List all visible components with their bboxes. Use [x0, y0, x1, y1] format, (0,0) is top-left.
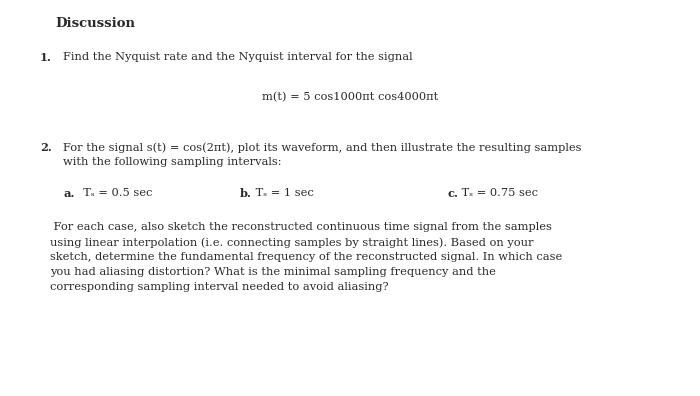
Text: 2.: 2.: [40, 142, 52, 153]
Text: Discussion: Discussion: [55, 17, 135, 30]
Text: corresponding sampling interval needed to avoid aliasing?: corresponding sampling interval needed t…: [50, 282, 388, 292]
Text: For each case, also sketch the reconstructed continuous time signal from the sam: For each case, also sketch the reconstru…: [50, 222, 552, 232]
Text: Tₛ = 0.5 sec: Tₛ = 0.5 sec: [76, 188, 153, 198]
Text: For the signal s(t) = cos(2πt), plot its waveform, and then illustrate the resul: For the signal s(t) = cos(2πt), plot its…: [63, 142, 582, 152]
Text: you had aliasing distortion? What is the minimal sampling frequency and the: you had aliasing distortion? What is the…: [50, 267, 496, 277]
Text: Tₛ = 1 sec: Tₛ = 1 sec: [252, 188, 314, 198]
Text: with the following sampling intervals:: with the following sampling intervals:: [63, 157, 281, 167]
Text: 1.: 1.: [40, 52, 52, 63]
Text: sketch, determine the fundamental frequency of the reconstructed signal. In whic: sketch, determine the fundamental freque…: [50, 252, 562, 262]
Text: a.: a.: [63, 188, 74, 199]
Text: b.: b.: [240, 188, 252, 199]
Text: c.: c.: [447, 188, 458, 199]
Text: Tₛ = 0.75 sec: Tₛ = 0.75 sec: [458, 188, 538, 198]
Text: Find the Nyquist rate and the Nyquist interval for the signal: Find the Nyquist rate and the Nyquist in…: [63, 52, 412, 62]
Text: m(t) = 5 cos1000πt cos4000πt: m(t) = 5 cos1000πt cos4000πt: [262, 92, 438, 102]
Text: using linear interpolation (i.e. connecting samples by straight lines). Based on: using linear interpolation (i.e. connect…: [50, 237, 533, 248]
